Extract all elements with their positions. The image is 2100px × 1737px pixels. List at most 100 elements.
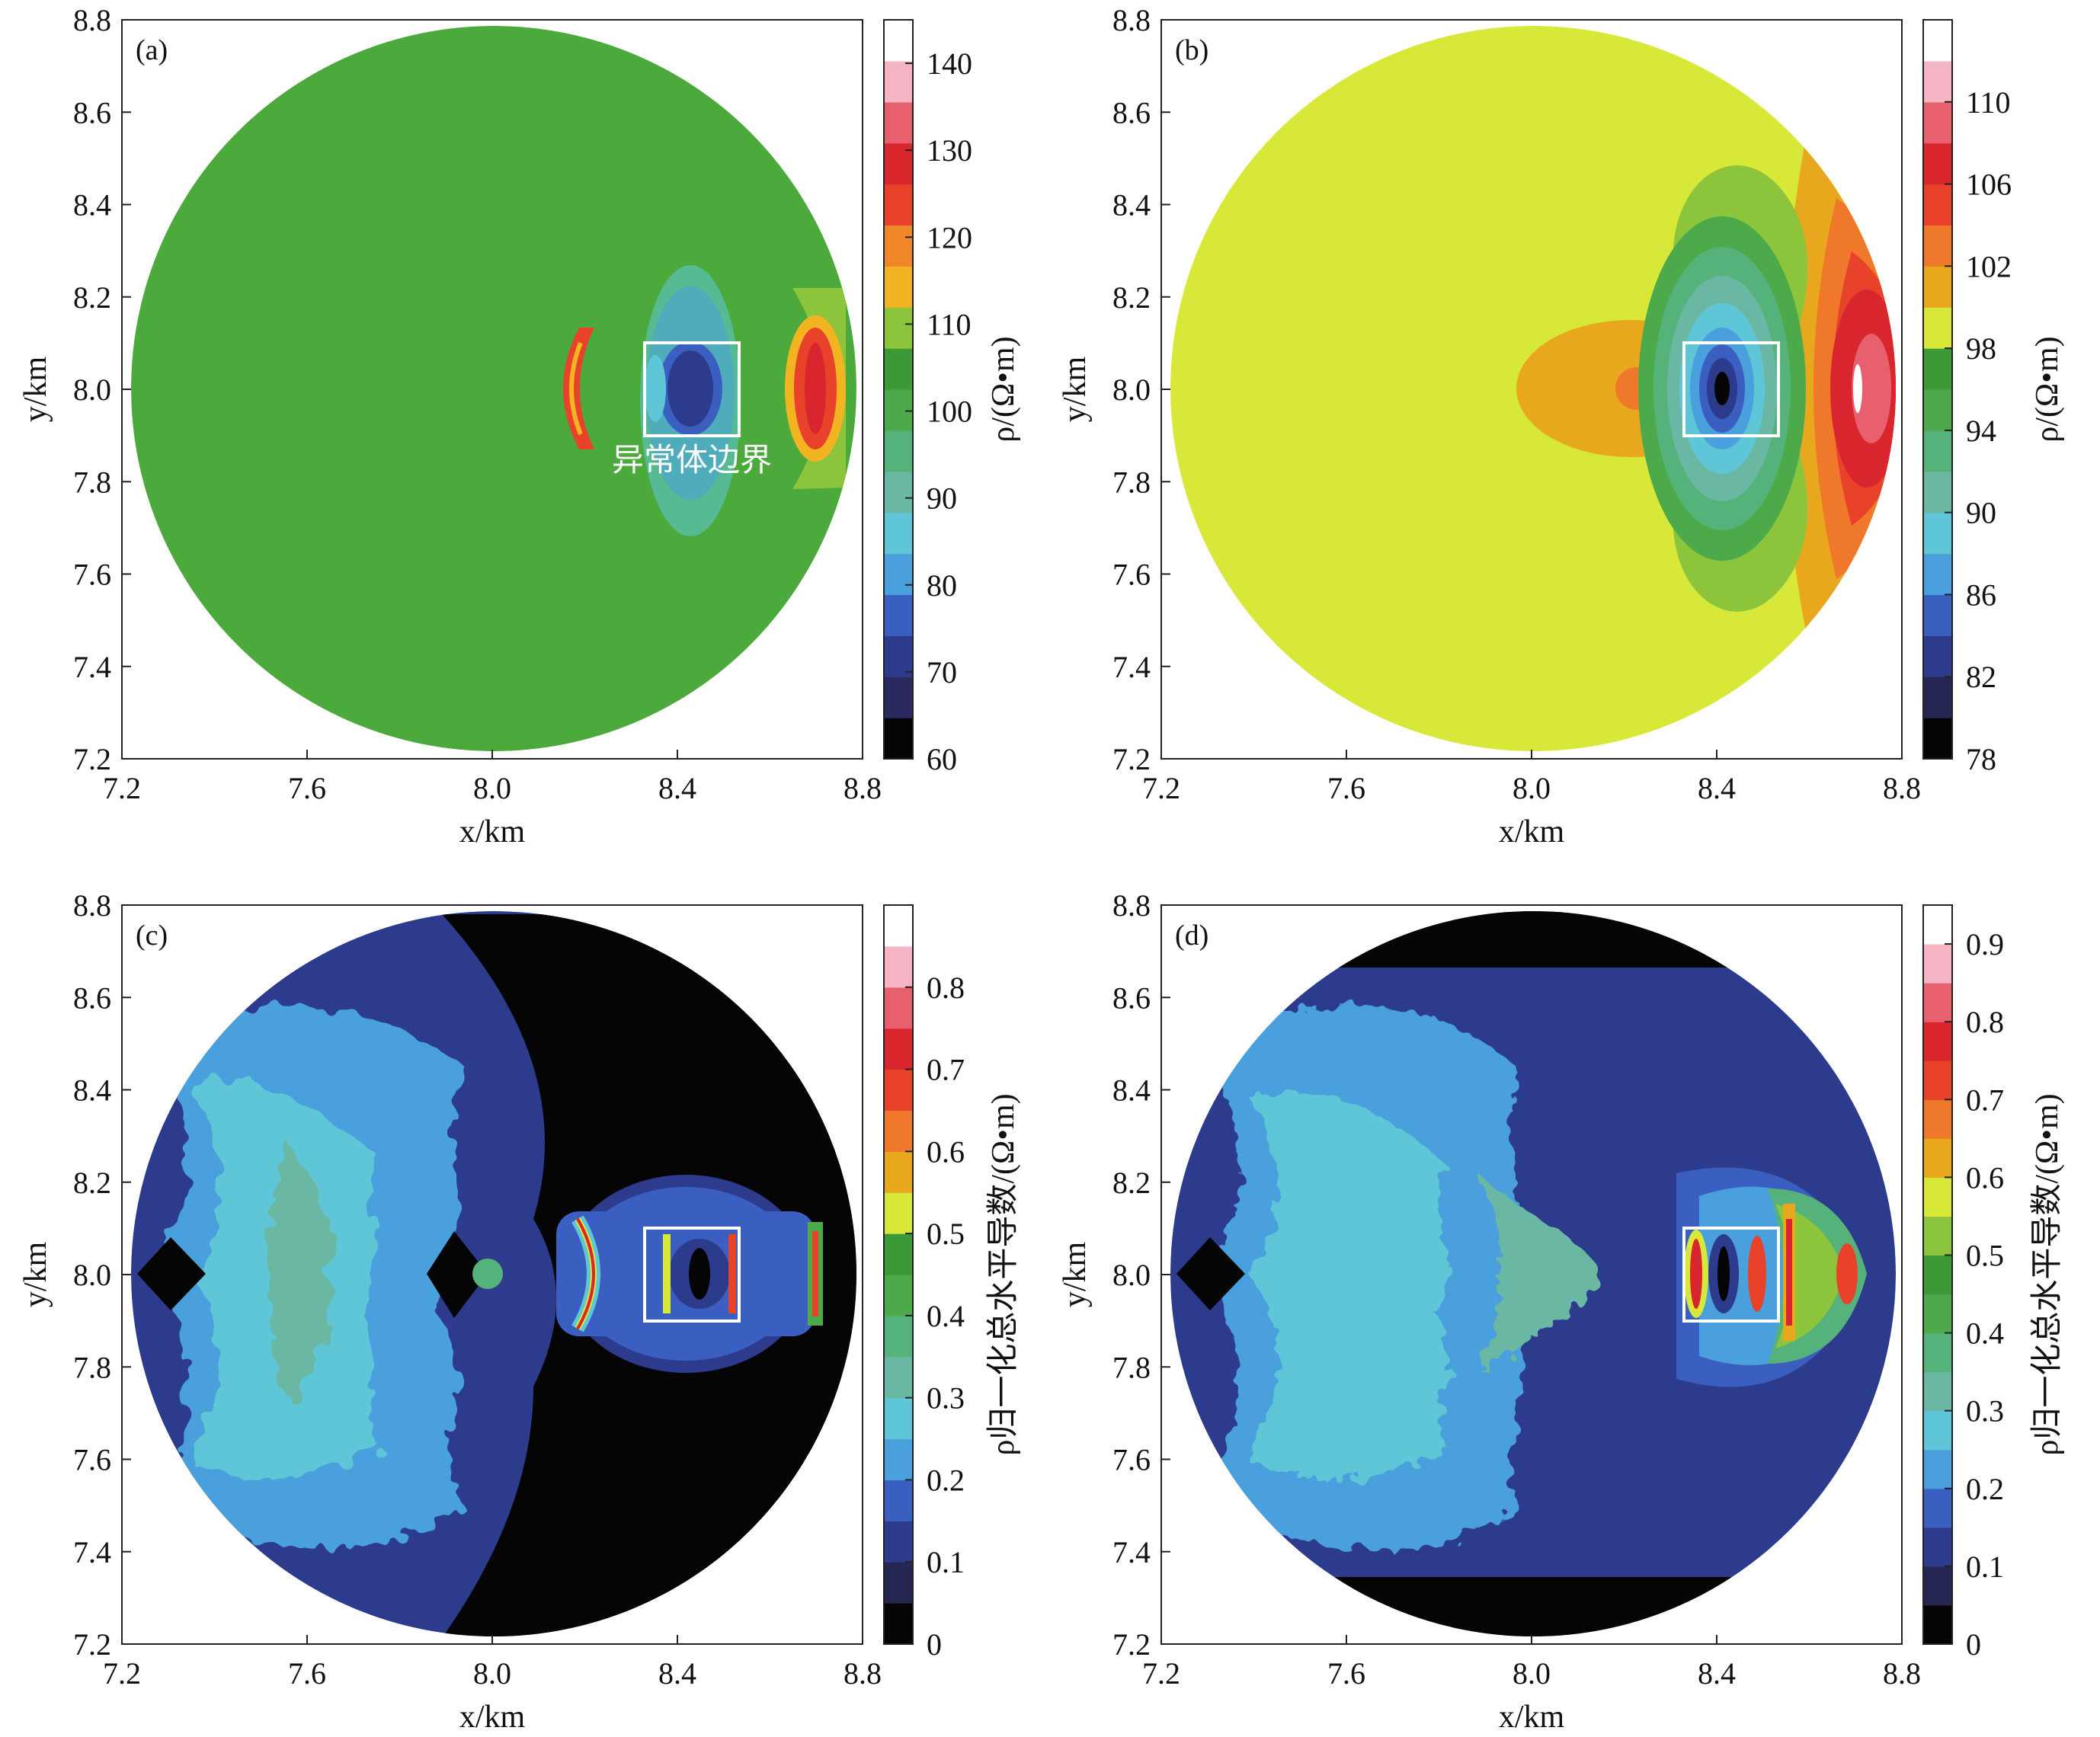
colorbar-tick-label: 100 [927,395,972,429]
colorbar-d [1922,904,1953,1645]
panel-b: (b) 7.2 7.6 8.0 8.4 8.8 7.2 7.4 7.6 7.8 8.0 8.2 8.… [1058,3,2065,849]
colorbar-segment [884,1315,913,1358]
colorbar-tick-label: 130 [927,133,972,168]
y-tick-label: 8.6 [73,95,111,130]
colorbar-tick-label: 86 [1966,577,1996,612]
colorbar-label-b: ρ/(Ω•m) [2030,336,2065,442]
x-tick-label: 7.2 [1142,1656,1180,1691]
heatmap-c [131,911,856,1636]
x-tick-label: 8.4 [1698,1656,1736,1691]
colorbar-segment [884,594,913,636]
colorbar-tick-label: 0.5 [927,1217,965,1251]
colorbar-ticks-c: 0 0.1 0.2 0.3 0.4 0.5 0.6 0.7 0.8 [905,971,965,1662]
panel-label-b: (b) [1175,34,1208,66]
colorbar-segment [1923,677,1952,718]
y-tick-label: 8.0 [73,1258,111,1292]
colorbar-segment [1923,225,1952,267]
y-tick-label: 7.8 [73,465,111,499]
y-tick-label: 8.8 [73,3,111,37]
anomaly-boundary-box-b [1682,341,1780,437]
colorbar-tick-label: 0.5 [1966,1238,2004,1272]
y-tick-label: 7.6 [73,558,111,592]
y-tick-label: 7.6 [1112,1443,1151,1477]
colorbar-segment [884,20,913,62]
colorbar-a [883,19,914,760]
colorbar-segment [1923,1604,1952,1645]
outer-right-d [1836,1243,1858,1304]
colorbar-tick-label: 0.8 [927,971,965,1005]
y-axis-label-d: y/km [1058,1242,1093,1308]
band-core-c [270,1143,333,1402]
colorbar-segment [884,1603,913,1645]
y-tick-label: 7.4 [1112,650,1151,684]
colorbar-segment [1923,1022,1952,1061]
colorbar-segment [884,389,913,431]
y-tick-label: 8.2 [1112,280,1151,315]
panel-label-c: (c) [136,920,168,952]
colorbar-segment [1923,60,1952,103]
center-band-d [1478,1173,1600,1371]
colorbar-segment [884,1397,913,1440]
colorbar-segment [884,348,913,390]
y-tick-label: 8.2 [73,1166,111,1200]
y-tick-label: 8.4 [1112,1073,1151,1108]
colorbar-segment [1923,1410,1952,1451]
colorbar-tick-label: 0.4 [1966,1316,2004,1351]
colorbar-segment [1923,1138,1952,1178]
x-axis-label-a: x/km [459,814,526,849]
x-tick-label: 7.6 [288,1656,326,1691]
colorbar-tick-label: 0 [1966,1627,1981,1662]
band-inner-d [1250,1091,1449,1479]
colorbar-segment [884,677,913,718]
colorbar-tick-label: 0.8 [1966,1005,2004,1039]
y-tick-label: 8.0 [1112,1258,1151,1292]
y-tick-label: 7.8 [1112,1350,1151,1384]
colorbar-segment [884,1562,913,1604]
colorbar-label-a: ρ/(Ω•m) [986,336,1021,442]
left-edge-peak-d [1690,1239,1702,1309]
textured-field-d [1204,1005,1600,1549]
x-tick-label: 8.0 [1513,1656,1551,1691]
colorbar-segment [884,1110,913,1152]
heatmap-d [1170,911,1896,1636]
colorbar-segment [884,718,913,760]
colorbar-segment [884,307,913,349]
colorbar-segment [1923,718,1952,760]
heatmap-b [1170,26,1896,751]
colorbar-segment [1923,142,1952,185]
background-field-a [131,26,856,751]
colorbar-tick-label: 80 [927,568,957,603]
y-tick-label: 7.4 [1112,1535,1151,1569]
y-tick-label: 8.6 [73,980,111,1015]
colorbar-segment [1923,905,1952,945]
x-axis-label-d: x/km [1499,1700,1565,1735]
colorbar-segment [884,1356,913,1399]
left-dark-spot-c [137,1237,206,1310]
x-tick-label: 7.2 [103,771,141,805]
right-high-peak-b [1852,334,1891,443]
panel-c: (c) 7.2 7.6 8.0 8.4 8.8 7.2 7.4 7.6 7.8 8.0 8.2 8.… [18,888,1021,1735]
x-axis-label-b: x/km [1499,814,1565,849]
colorbar-tick-label: 0.1 [927,1545,965,1579]
colorbar-frame [883,19,914,760]
right-edge-peak-c [812,1231,818,1316]
left-edge-peak-c [576,1217,595,1330]
colorbar-tick-label: 0.3 [1966,1394,2004,1428]
colorbar-tick-label: 140 [927,46,972,81]
x-ticks-b: 7.2 7.6 8.0 8.4 8.8 [1142,750,1921,805]
colorbar-frame [1922,19,1953,760]
colorbar-tick-label: 120 [927,220,972,254]
x-tick-label: 8.4 [658,771,696,805]
colorbar-segment [884,471,913,513]
colorbar-segment [1923,307,1952,349]
colorbar-tick-label: 0.1 [1966,1550,2004,1584]
x-tick-label: 8.0 [473,771,511,805]
colorbar-tick-label: 0.6 [927,1134,965,1169]
x-tick-label: 7.6 [1327,771,1365,805]
colorbar-tick-label: 0.2 [927,1463,965,1497]
y-tick-label: 7.4 [73,1535,111,1569]
y-tick-label: 7.6 [1112,558,1151,592]
colorbar-segment [884,635,913,677]
x-ticks-c: 7.2 7.6 8.0 8.4 8.8 [103,1635,882,1691]
